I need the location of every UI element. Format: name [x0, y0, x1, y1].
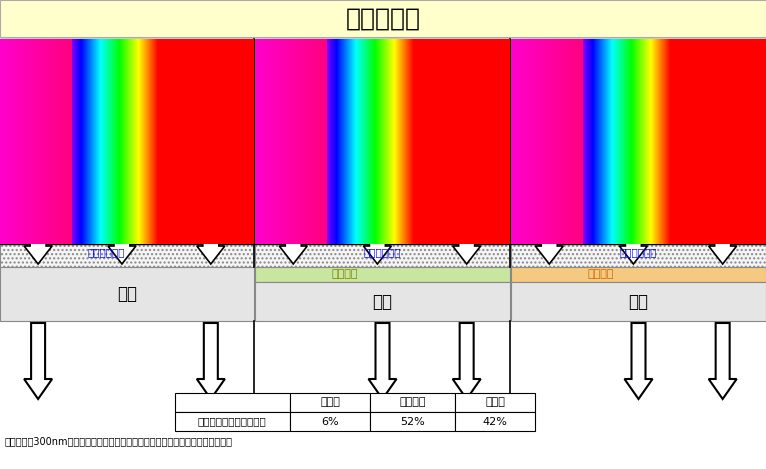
Bar — [0, 0, 766, 37]
Text: 紫外: 紫外 — [537, 47, 552, 61]
Text: 紫外線保護層: 紫外線保護層 — [620, 247, 657, 257]
FancyArrow shape — [24, 323, 52, 399]
Text: 紫外: 紫外 — [25, 47, 41, 61]
Bar — [255, 282, 510, 321]
Text: 赤外: 赤外 — [464, 47, 480, 61]
Bar — [511, 282, 766, 321]
Bar — [455, 393, 535, 412]
Bar — [255, 244, 510, 267]
Text: 52%: 52% — [400, 416, 425, 426]
Text: ＡＴＯ層: ＡＴＯ層 — [587, 270, 614, 280]
Text: ＣＴＯ層: ＣＴＯ層 — [331, 270, 358, 280]
Text: 赤外: 赤外 — [208, 47, 224, 61]
Text: 車体: 車体 — [628, 293, 649, 310]
Bar — [511, 39, 766, 244]
Bar — [511, 267, 766, 282]
FancyArrow shape — [368, 323, 397, 399]
Text: ・紫外線の300nmより短い波長は地表には届かないため上記の割合となります。: ・紫外線の300nmより短い波長は地表には届かないため上記の割合となります。 — [5, 436, 233, 446]
Text: 紫外線保護層: 紫外線保護層 — [88, 247, 126, 257]
Text: 可視光: 可視光 — [627, 47, 650, 61]
Text: 紫外: 紫外 — [280, 47, 296, 61]
Bar — [175, 412, 290, 431]
Bar — [255, 267, 510, 282]
Text: 42%: 42% — [483, 416, 507, 426]
Bar — [370, 393, 455, 412]
Text: 紫外線: 紫外線 — [320, 398, 340, 408]
Text: 可視光線: 可視光線 — [399, 398, 426, 408]
FancyArrow shape — [108, 44, 136, 264]
FancyArrow shape — [709, 323, 737, 399]
Bar — [290, 412, 370, 431]
Text: 可視光: 可視光 — [116, 47, 138, 61]
FancyArrow shape — [453, 44, 480, 264]
Text: 太　陽　光: 太 陽 光 — [345, 7, 421, 30]
Bar — [0, 39, 254, 244]
FancyArrow shape — [620, 44, 647, 264]
FancyArrow shape — [453, 323, 480, 399]
Bar — [255, 39, 510, 244]
Bar — [0, 244, 254, 267]
Text: 紫外線保護層: 紫外線保護層 — [364, 247, 401, 257]
Text: 車体: 車体 — [372, 293, 392, 310]
Text: 6%: 6% — [321, 416, 339, 426]
FancyArrow shape — [197, 44, 224, 264]
FancyArrow shape — [363, 44, 391, 264]
Text: 車体: 車体 — [117, 285, 137, 303]
Bar — [0, 267, 254, 321]
FancyArrow shape — [535, 44, 563, 264]
FancyArrow shape — [280, 44, 307, 264]
Bar — [370, 412, 455, 431]
FancyArrow shape — [709, 44, 737, 264]
Text: 太陽光のエネルギー割合: 太陽光のエネルギー割合 — [198, 416, 267, 426]
FancyArrow shape — [197, 323, 224, 399]
Bar — [455, 412, 535, 431]
FancyArrow shape — [624, 323, 653, 399]
FancyArrow shape — [24, 44, 52, 264]
Bar — [175, 393, 290, 412]
Bar — [511, 244, 766, 267]
Text: 可視光: 可視光 — [372, 47, 394, 61]
Text: 赤外線: 赤外線 — [485, 398, 505, 408]
Bar — [290, 393, 370, 412]
Text: 赤外: 赤外 — [720, 47, 735, 61]
